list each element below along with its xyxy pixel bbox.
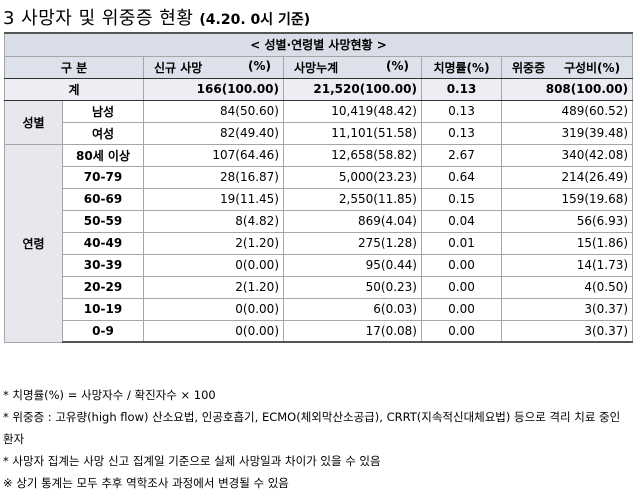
severe-cases-cell: 56(6.93) (500, 209, 634, 233)
severe-cases-cell: 15(1.86) (500, 231, 634, 255)
new-deaths-cell: 2(1.20) (143, 231, 284, 255)
total-new: 166(100.00) (143, 77, 284, 101)
row-label: 여성 (62, 121, 144, 145)
severe-cases-cell: 159(19.68) (500, 187, 634, 211)
fatality-rate-cell: 0.00 (421, 319, 502, 343)
table-row: 50-59 8(4.82) 869(4.04) 0.04 56(6.93) (5, 209, 634, 233)
row-label: 남성 (62, 99, 144, 123)
severe-cases-cell: 340(42.08) (500, 143, 634, 167)
table-row: 여성 82(49.40) 11,101(51.58) 0.13 319(39.48) (5, 121, 634, 145)
row-label: 60-69 (62, 187, 144, 211)
severe-cases-cell: 14(1.73) (500, 253, 634, 277)
footnote-stats-change: ※ 상기 통계는 모두 추후 역학조사 과정에서 변경될 수 있음 (3, 476, 289, 490)
new-deaths-cell: 8(4.82) (143, 209, 284, 233)
cumulative-deaths-cell: 11,101(51.58) (283, 121, 422, 145)
cumulative-deaths-cell: 17(0.08) (283, 319, 422, 343)
age-group-label: 연령 (4, 143, 63, 343)
new-deaths-cell: 0(0.00) (143, 319, 284, 343)
new-deaths-cell: 2(1.20) (143, 275, 284, 299)
fatality-rate-cell: 0.01 (421, 231, 502, 255)
cumulative-deaths-cell: 50(0.23) (283, 275, 422, 299)
cumulative-deaths-cell: 12,658(58.82) (283, 143, 422, 167)
total-cfr: 0.13 (421, 77, 502, 101)
cumulative-deaths-cell: 869(4.04) (283, 209, 422, 233)
header-severe: 위중증 구성비(%) (500, 55, 634, 79)
fatality-rate-cell: 2.67 (421, 143, 502, 167)
severe-cases-cell: 4(0.50) (500, 275, 634, 299)
cumulative-deaths-cell: 5,000(23.23) (283, 165, 422, 189)
table-row: 10-19 0(0.00) 6(0.03) 0.00 3(0.37) (5, 297, 634, 321)
cumulative-deaths-cell: 275(1.28) (283, 231, 422, 255)
footnote-cfr: * 치명률(%) = 사망자수 / 확진자수 × 100 (3, 388, 216, 402)
fatality-rate-cell: 0.64 (421, 165, 502, 189)
total-severe: 808(100.00) (500, 77, 634, 101)
severe-cases-cell: 3(0.37) (500, 319, 634, 343)
table-row: 연령 80세 이상 107(64.46) 12,658(58.82) 2.67 340(4… (4, 143, 634, 343)
fatality-rate-cell: 0.04 (421, 209, 502, 233)
row-label: 40-49 (62, 231, 144, 255)
fatality-rate-cell: 0.00 (421, 253, 502, 277)
severe-cases-cell: 489(60.52) (500, 99, 634, 123)
footnote-death-count: * 사망자 집계는 사망 신고 집계일 기준으로 실제 사망일과 차이가 있을 … (3, 454, 381, 468)
new-deaths-cell: 0(0.00) (143, 297, 284, 321)
fatality-rate-cell: 0.13 (421, 99, 502, 123)
new-deaths-cell: 28(16.87) (143, 165, 284, 189)
death-stats-table: < 성별·연령별 사망현황 > 구 분 신규 사망 (%) 사망누계 (%) 치명률… (3, 32, 634, 343)
table-row: 성별 남성 84(50.60) 10,419(48.42) 0.13 489(60.52) (4, 99, 634, 145)
table-caption-row: < 성별·연령별 사망현황 > (3, 32, 634, 57)
new-deaths-cell: 107(64.46) (143, 143, 284, 167)
row-label: 10-19 (62, 297, 144, 321)
table-row: 60-69 19(11.45) 2,550(11.85) 0.15 159(19.68) (5, 187, 634, 211)
table-header-row: 구 분 신규 사망 (%) 사망누계 (%) 치명률(%) 위중증 구성비(%) (4, 55, 634, 79)
table-row: 0-9 0(0.00) 17(0.08) 0.00 3(0.37) (5, 319, 634, 343)
new-deaths-cell: 19(11.45) (143, 187, 284, 211)
total-label: 계 (4, 77, 144, 101)
row-label: 0-9 (62, 319, 144, 343)
header-cumulative-deaths: 사망누계 (%) (283, 55, 422, 79)
cumulative-deaths-cell: 10,419(48.42) (283, 99, 422, 123)
severe-cases-cell: 319(39.48) (500, 121, 634, 145)
header-new-deaths: 신규 사망 (%) (143, 55, 284, 79)
table-row: 40-49 2(1.20) 275(1.28) 0.01 15(1.86) (5, 231, 634, 255)
row-label: 50-59 (62, 209, 144, 233)
sex-group-label: 성별 (4, 99, 63, 145)
footnotes: * 치명률(%) = 사망자수 / 확진자수 × 100 * 위중증 : 고유량… (3, 384, 633, 494)
table-row: 70-79 28(16.87) 5,000(23.23) 0.64 214(26.49) (5, 165, 634, 189)
cumulative-deaths-cell: 6(0.03) (283, 297, 422, 321)
severe-cases-cell: 214(26.49) (500, 165, 634, 189)
cumulative-deaths-cell: 2,550(11.85) (283, 187, 422, 211)
header-category: 구 분 (4, 55, 144, 79)
header-fatality-rate: 치명률(%) (421, 55, 502, 79)
row-label: 70-79 (62, 165, 144, 189)
section-title-date: (4.20. 0시 기준) (199, 12, 311, 28)
table-row-total: 계 166(100.00) 21,520(100.00) 0.13 808(10… (4, 77, 634, 101)
new-deaths-cell: 82(49.40) (143, 121, 284, 145)
section-title-main: 3 사망자 및 위중증 현황 (3, 8, 194, 29)
cumulative-deaths-cell: 95(0.44) (283, 253, 422, 277)
fatality-rate-cell: 0.00 (421, 297, 502, 321)
fatality-rate-cell: 0.13 (421, 121, 502, 145)
new-deaths-cell: 0(0.00) (143, 253, 284, 277)
row-label: 80세 이상 (62, 143, 144, 167)
footnote-severe: * 위중증 : 고유량(high flow) 산소요법, 인공호흡기, ECMO… (3, 410, 621, 446)
row-label: 30-39 (62, 253, 144, 277)
table-row: 20-29 2(1.20) 50(0.23) 0.00 4(0.50) (5, 275, 634, 299)
table-caption: < 성별·연령별 사망현황 > (3, 32, 634, 57)
row-label: 20-29 (62, 275, 144, 299)
new-deaths-cell: 84(50.60) (143, 99, 284, 123)
severe-cases-cell: 3(0.37) (500, 297, 634, 321)
fatality-rate-cell: 0.00 (421, 275, 502, 299)
section-title: 3 사망자 및 위중증 현황 (4.20. 0시 기준) (3, 4, 310, 30)
total-cum: 21,520(100.00) (283, 77, 422, 101)
fatality-rate-cell: 0.15 (421, 187, 502, 211)
table-row: 30-39 0(0.00) 95(0.44) 0.00 14(1.73) (5, 253, 634, 277)
